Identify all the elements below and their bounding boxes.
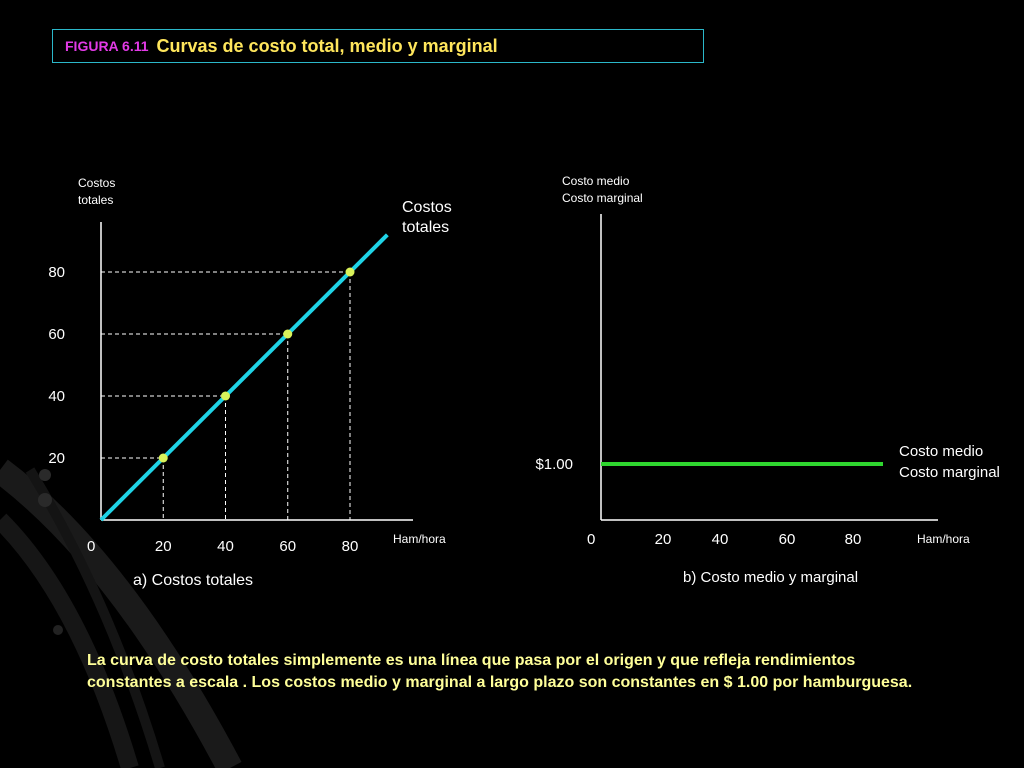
x-tick-label: 20	[655, 531, 672, 548]
y-axis-label: totales	[78, 193, 113, 207]
y-tick-label: 40	[48, 388, 65, 405]
y-tick-label: 60	[48, 326, 65, 343]
x-axis-label: Ham/hora	[917, 532, 970, 546]
x-tick-label: 40	[712, 531, 729, 548]
chart-title: a) Costos totales	[133, 572, 253, 589]
x-axis-label: Ham/hora	[393, 532, 446, 546]
figure-title-box: FIGURA 6.11 Curvas de costo total, medio…	[52, 29, 704, 63]
x-tick-label: 80	[845, 531, 862, 548]
caption-text: La curva de costo totales simplemente es…	[87, 652, 913, 691]
data-point	[221, 391, 230, 401]
origin-label: 0	[587, 531, 595, 548]
y-marker-label: $1.00	[535, 456, 573, 473]
figure-label: FIGURA 6.11	[65, 38, 149, 54]
series-label: Costo marginal	[899, 464, 1000, 481]
x-tick-label: 80	[342, 538, 359, 555]
y-tick-label: 20	[48, 450, 65, 467]
figure-title: Curvas de costo total, medio y marginal	[156, 35, 498, 56]
total-cost-line	[99, 233, 389, 522]
x-tick-label: 20	[155, 538, 172, 555]
series-label: Costo medio	[899, 443, 983, 460]
y-axis-label: Costo marginal	[562, 191, 643, 205]
y-axis-label: Costo medio	[562, 174, 630, 188]
chart-title: b) Costo medio y marginal	[683, 569, 858, 586]
y-tick-label: 80	[48, 264, 65, 281]
x-tick-label: 40	[217, 538, 234, 555]
data-point	[283, 329, 293, 339]
x-tick-label: 60	[779, 531, 796, 548]
series-label: Costos	[402, 199, 452, 216]
y-axis-label: Costos	[78, 176, 115, 190]
data-point	[158, 453, 168, 463]
data-point	[345, 267, 355, 277]
x-tick-label: 60	[279, 538, 296, 555]
series-label: totales	[402, 219, 449, 236]
origin-label: 0	[87, 538, 95, 555]
